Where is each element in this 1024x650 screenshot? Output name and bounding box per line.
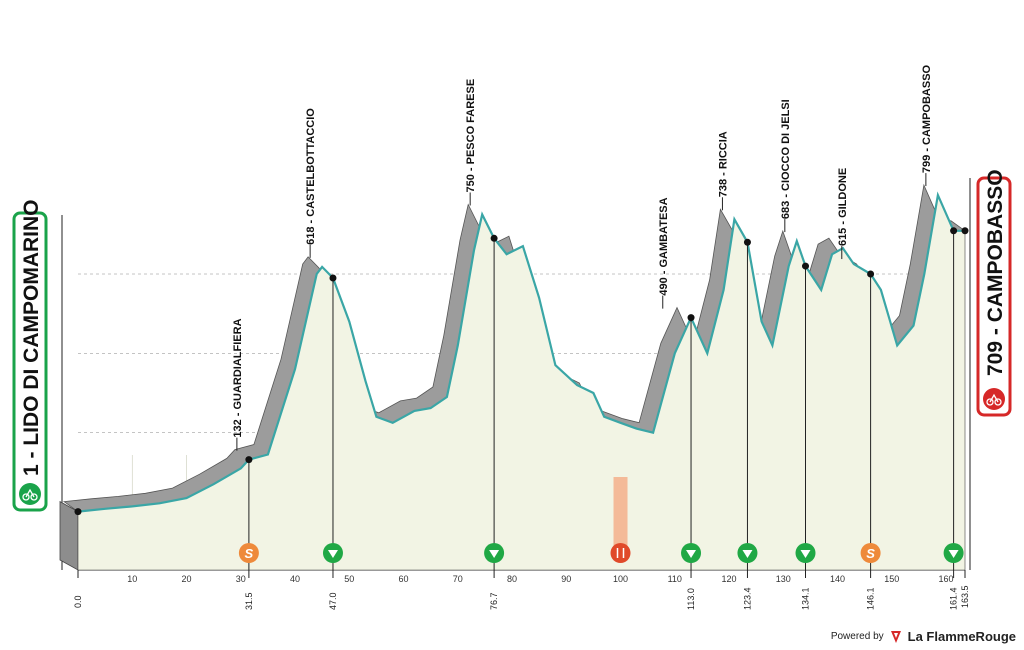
marker-dot	[867, 270, 875, 278]
feed-zone-band	[613, 477, 628, 547]
marker-km-label: 123.4	[742, 587, 752, 610]
descent-arrow-icon	[327, 550, 338, 558]
descent-arrow-icon	[742, 550, 753, 558]
descent-arrow-icon	[948, 550, 959, 558]
frame-icon	[25, 488, 35, 498]
brand-label: La FlammeRouge	[907, 629, 1016, 644]
marker-dot	[950, 227, 958, 235]
descent-arrow-icon	[686, 550, 697, 558]
cyclist-icon	[19, 483, 41, 505]
marker-dot	[245, 456, 253, 464]
km-tick-label: 20	[181, 574, 191, 584]
frame-icon	[989, 393, 999, 403]
sprint-icon-letter: S	[245, 546, 254, 561]
powered-by-label: Powered by	[830, 631, 884, 642]
km-tick-label: 130	[776, 574, 791, 584]
sprint-icon	[238, 543, 259, 563]
start-km-label: 0.0	[73, 595, 83, 608]
climb-label: 132 - GUARDIALFIERA	[232, 318, 244, 437]
km-tick-label: 80	[507, 574, 517, 584]
marker-dot	[802, 262, 810, 270]
wheel-icon	[30, 493, 38, 501]
km-tick-label: 160	[938, 574, 953, 584]
km-tick-label: 40	[290, 574, 300, 584]
wheel-icon	[22, 493, 30, 501]
cyclist-icon	[983, 388, 1005, 410]
km-tick-label: 30	[236, 574, 246, 584]
climb-label: 683 - CIOCCO DI JELSI	[780, 99, 792, 219]
sprint-icon	[860, 543, 881, 563]
km-tick-label: 60	[398, 574, 408, 584]
marker-dot	[329, 274, 337, 282]
marker-km-label: 76.7	[489, 592, 499, 610]
marker-km-label: 161.4	[949, 587, 959, 610]
start-banner: 1 - LIDO DI CAMPOMARINO	[12, 200, 48, 512]
marks-layer: 10 20 30 40 50 60 70 80 90 100 110 120 130 140 150 160 0…	[73, 64, 970, 610]
km-tick-label: 120	[721, 574, 736, 584]
wheel-icon	[994, 398, 1002, 406]
finish-km-label: 163.5	[960, 585, 970, 608]
finish-banner: 709 - CAMPOBASSO	[976, 169, 1012, 417]
climb-label: 799 - CAMPOBASSO	[921, 64, 933, 173]
sprint-icon-letter: S	[866, 546, 875, 561]
descent-arrow-icon	[800, 550, 811, 558]
feed-zone-icon	[610, 543, 631, 563]
finish-banner-text: 709 - CAMPOBASSO	[984, 169, 1007, 376]
marker-km-label: 146.1	[866, 587, 876, 610]
banners-layer: 1 - LIDO DI CAMPOMARINO 709 - CAMPOBASSO	[12, 169, 1012, 512]
marker-dot	[743, 238, 751, 246]
km-tick-label: 150	[884, 574, 899, 584]
climb-label: 738 - RICCIA	[717, 131, 729, 197]
finish-banner-frame	[976, 176, 1012, 417]
marker-dot	[490, 234, 498, 242]
descent-arrow-icon	[489, 550, 500, 558]
start-dot	[74, 508, 82, 516]
km-tick-label: 140	[830, 574, 845, 584]
route-line	[77, 191, 965, 513]
footer: Powered by La FlammeRouge	[831, 629, 1016, 644]
profile-area-layer	[59, 183, 967, 571]
climb-label: 750 - PESCO FARESE	[465, 79, 477, 193]
marker-km-label: 47.0	[328, 592, 338, 610]
km-tick-label: 110	[668, 574, 682, 584]
km-tick-label: 10	[127, 574, 137, 584]
km-tick-label: 100	[613, 574, 628, 584]
wheel-icon	[986, 398, 994, 406]
km-tick-label: 70	[453, 574, 463, 584]
climb-label: 615 - GILDONE	[837, 168, 849, 246]
km-tick-label: 90	[561, 574, 571, 584]
flame-rouge-logo-icon	[890, 630, 901, 643]
start-banner-frame	[12, 211, 48, 512]
marker-km-label: 113.0	[686, 588, 696, 610]
start-banner-text: 1 - LIDO DI CAMPOMARINO	[20, 200, 43, 477]
climb-label: 490 - GAMBATESA	[658, 197, 670, 295]
marker-dot	[687, 314, 695, 322]
marker-km-label: 134.1	[801, 587, 811, 610]
km-tick-label: 50	[344, 574, 354, 584]
climb-label: 618 - CASTELBOTTACCIO	[305, 108, 317, 245]
finish-dot	[961, 227, 969, 235]
marker-km-label: 31.5	[244, 592, 254, 610]
